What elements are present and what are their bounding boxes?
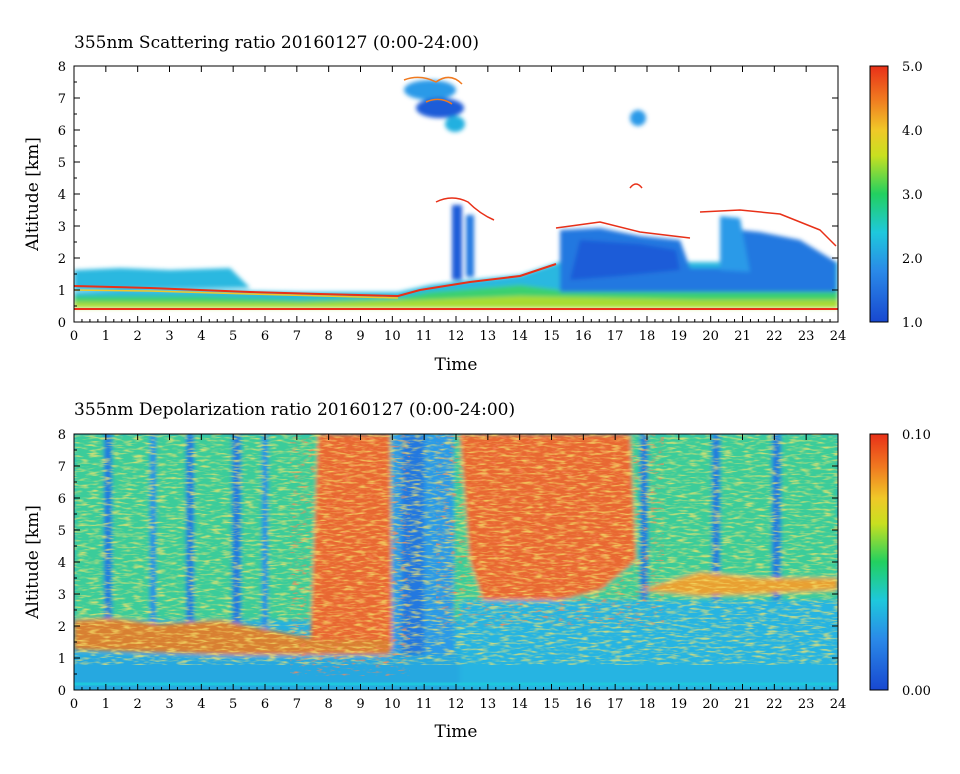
x-axis-ticks: 0 1 2 3 4 5 6 7 8 9 10 11 12 13 14 15 16 17 18 19 20 21 22 23 24 (70, 434, 846, 712)
y-tick-label: 4 (58, 188, 66, 203)
colorbar-label: 4.0 (902, 124, 923, 139)
x-tick-label: 11 (416, 329, 433, 344)
x-axis-ticks: 0 1 2 3 4 5 6 7 8 9 10 11 12 13 14 15 16 17 18 19 20 21 22 23 24 (70, 66, 846, 344)
x-tick-label: 8 (325, 329, 333, 344)
x-tick-label: 14 (511, 697, 528, 712)
y-tick-label: 7 (58, 460, 66, 475)
x-tick-label: 23 (798, 329, 815, 344)
x-tick-label: 17 (607, 697, 624, 712)
y-tick-label: 1 (58, 652, 66, 667)
colorbar (869, 65, 889, 323)
x-tick-label: 16 (575, 697, 592, 712)
colorbar-label: 3.0 (902, 188, 923, 203)
x-tick-label: 4 (197, 697, 205, 712)
colorbar-label: 0.10 (902, 428, 931, 443)
colorbar-label: 2.0 (902, 252, 923, 267)
x-tick-label: 3 (165, 329, 173, 344)
y-axis-label: Altitude [km] (23, 137, 43, 252)
colorbar-ticks: 5.0 4.0 3.0 2.0 1.0 (902, 60, 923, 331)
x-tick-label: 13 (480, 697, 497, 712)
x-tick-label: 17 (607, 329, 624, 344)
x-tick-label: 13 (480, 329, 497, 344)
x-tick-label: 0 (70, 329, 78, 344)
y-axis-label: Altitude [km] (23, 505, 43, 620)
x-tick-label: 19 (671, 329, 688, 344)
x-axis-label: Time (435, 722, 478, 742)
y-tick-label: 0 (58, 684, 66, 699)
x-tick-label: 16 (575, 329, 592, 344)
x-tick-label: 1 (102, 329, 110, 344)
y-tick-label: 3 (58, 588, 66, 603)
panel-scattering-ratio: 355nm Scattering ratio 20160127 (0:00-24… (23, 33, 923, 375)
y-tick-label: 2 (58, 620, 66, 635)
x-tick-label: 7 (293, 697, 301, 712)
y-axis-ticks: 0 1 2 3 4 5 6 7 8 (58, 60, 838, 331)
x-tick-label: 24 (830, 697, 847, 712)
y-tick-label: 5 (58, 524, 66, 539)
y-tick-label: 4 (58, 556, 66, 571)
x-tick-label: 3 (165, 697, 173, 712)
y-tick-label: 3 (58, 220, 66, 235)
x-tick-label: 15 (543, 329, 560, 344)
x-tick-label: 11 (416, 697, 433, 712)
x-tick-label: 2 (134, 329, 142, 344)
x-tick-label: 10 (384, 329, 401, 344)
x-tick-label: 6 (261, 697, 269, 712)
x-tick-label: 6 (261, 329, 269, 344)
x-tick-label: 10 (384, 697, 401, 712)
x-tick-label: 24 (830, 329, 847, 344)
x-tick-label: 9 (356, 697, 364, 712)
x-tick-label: 22 (766, 697, 783, 712)
x-tick-label: 21 (734, 329, 751, 344)
y-tick-label: 5 (58, 156, 66, 171)
x-axis-label: Time (435, 355, 478, 375)
x-tick-label: 14 (511, 329, 528, 344)
colorbar-label: 0.00 (902, 684, 931, 699)
colorbar (869, 433, 889, 691)
y-tick-label: 2 (58, 252, 66, 267)
x-tick-label: 7 (293, 329, 301, 344)
x-tick-label: 15 (543, 697, 560, 712)
x-tick-label: 12 (448, 329, 465, 344)
y-tick-label: 6 (58, 124, 66, 139)
x-tick-label: 23 (798, 697, 815, 712)
colorbar-label: 5.0 (902, 60, 923, 75)
y-tick-label: 8 (58, 428, 66, 443)
colorbar-label: 1.0 (902, 316, 923, 331)
heatmap-depolarization (74, 434, 838, 690)
x-tick-label: 1 (102, 697, 110, 712)
y-tick-label: 0 (58, 316, 66, 331)
y-tick-label: 1 (58, 284, 66, 299)
x-tick-label: 21 (734, 697, 751, 712)
x-tick-label: 20 (702, 697, 719, 712)
x-tick-label: 8 (325, 697, 333, 712)
chart-title: 355nm Scattering ratio 20160127 (0:00-24… (74, 33, 479, 53)
colorbar-ticks: 0.10 0.00 (902, 428, 931, 699)
heatmap-scattering (74, 76, 838, 310)
x-tick-label: 5 (229, 329, 237, 344)
x-tick-label: 2 (134, 697, 142, 712)
x-tick-label: 5 (229, 697, 237, 712)
x-tick-label: 4 (197, 329, 205, 344)
x-tick-label: 19 (671, 697, 688, 712)
y-tick-label: 7 (58, 92, 66, 107)
panel-depolarization-ratio: 355nm Depolarization ratio 20160127 (0:0… (23, 400, 931, 742)
y-tick-label: 6 (58, 492, 66, 507)
y-tick-label: 8 (58, 60, 66, 75)
x-tick-label: 22 (766, 329, 783, 344)
x-tick-label: 18 (639, 329, 656, 344)
x-tick-label: 0 (70, 697, 78, 712)
x-tick-label: 18 (639, 697, 656, 712)
x-tick-label: 20 (702, 329, 719, 344)
chart-title: 355nm Depolarization ratio 20160127 (0:0… (74, 400, 515, 420)
x-tick-label: 9 (356, 329, 364, 344)
y-axis-ticks: 0 1 2 3 4 5 6 7 8 (58, 428, 838, 699)
x-tick-label: 12 (448, 697, 465, 712)
